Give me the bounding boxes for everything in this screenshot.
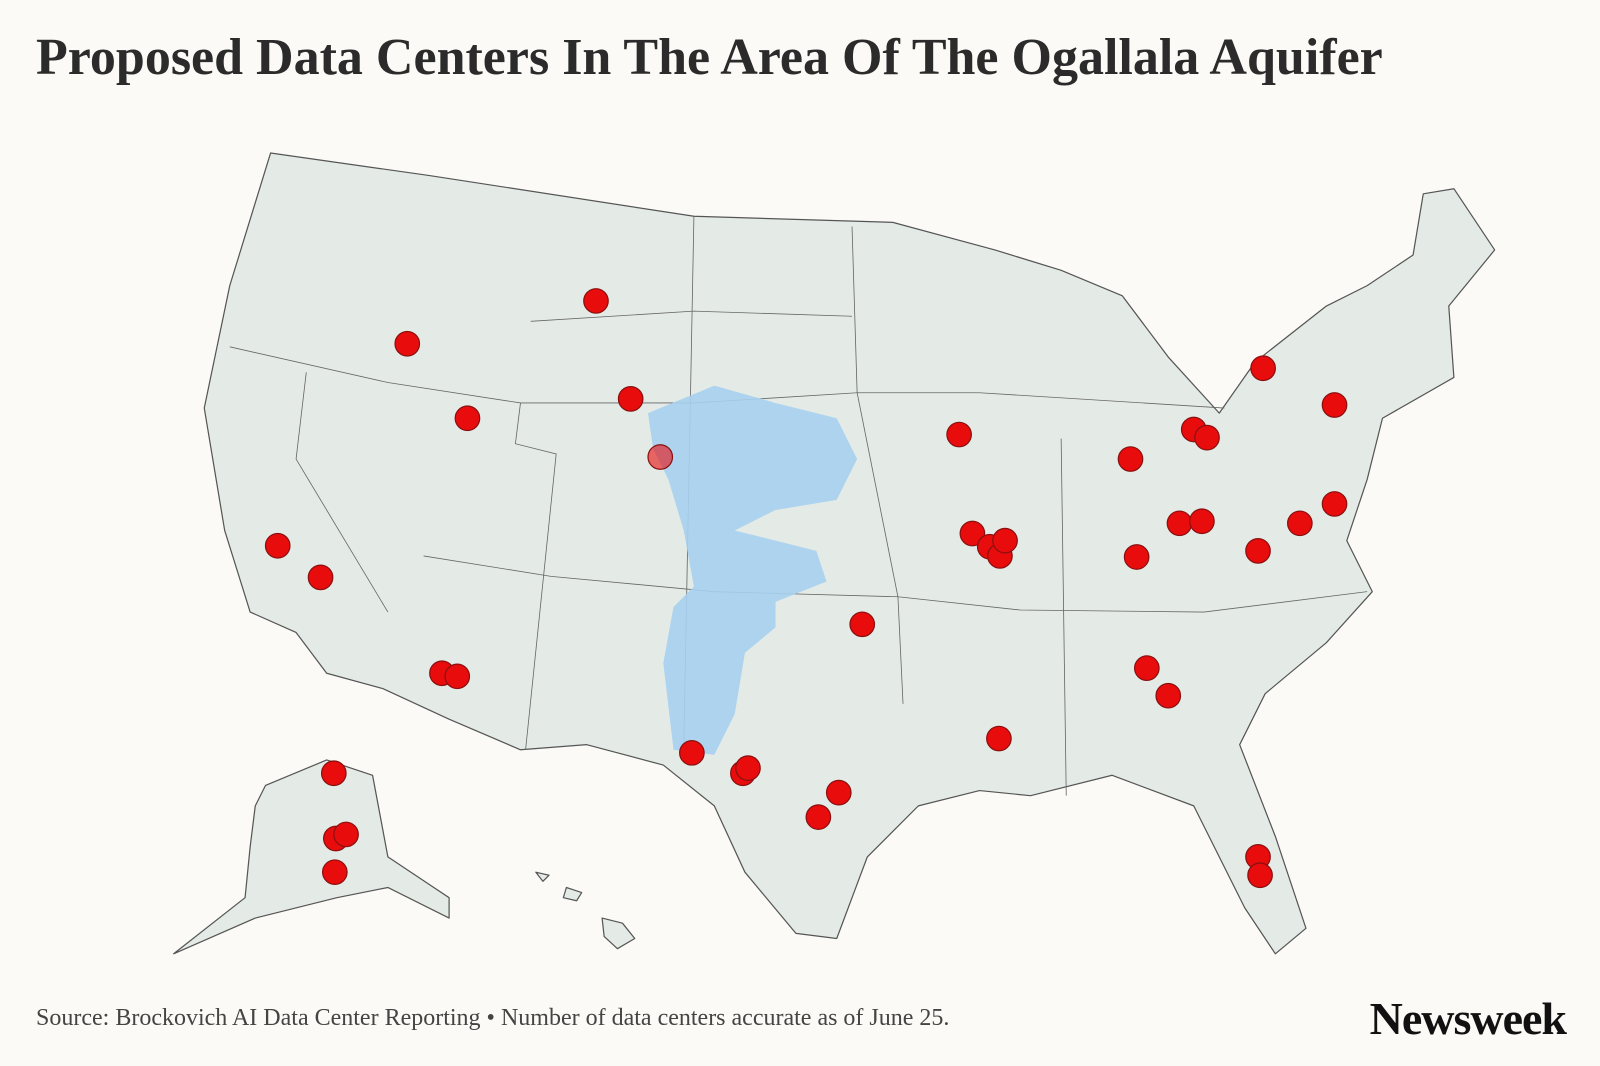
data-center-dot — [992, 527, 1018, 554]
data-center-dot — [454, 405, 481, 432]
data-center-dot — [1166, 510, 1193, 537]
data-center-dot — [647, 444, 674, 470]
data-center-dot — [1321, 491, 1348, 517]
hawaii — [535, 871, 636, 950]
data-center-dot — [321, 859, 348, 886]
data-center-dot — [1250, 355, 1276, 382]
data-center-dot — [1286, 510, 1313, 537]
data-center-dot — [444, 663, 471, 690]
source: Source: Brockovich AI Data Center Report… — [36, 1005, 950, 1031]
data-center-dot — [1321, 392, 1348, 418]
data-center-dot — [1155, 682, 1182, 709]
logo: Newsweek — [1369, 993, 1567, 1044]
data-center-dot — [679, 739, 705, 766]
data-center-dot — [1247, 862, 1273, 889]
state-borders — [229, 216, 1368, 796]
data-center-dot — [333, 821, 359, 848]
data-center-dot — [583, 288, 609, 314]
data-center-dot — [959, 520, 986, 547]
data-center-dot — [849, 611, 876, 638]
data-center-dot — [617, 386, 644, 412]
data-center-dot — [1123, 544, 1150, 570]
data-center-dot — [1133, 655, 1160, 682]
data-center-dot — [264, 532, 291, 559]
aquifer — [648, 385, 858, 755]
data-center-dot — [986, 725, 1012, 752]
data-center-dot — [805, 804, 832, 830]
data-center-dot — [394, 330, 421, 357]
data-center-dot — [1245, 537, 1271, 564]
data-center-dot — [825, 779, 852, 806]
us-outline — [203, 152, 1496, 955]
data-center-dot — [1189, 508, 1215, 535]
title: Proposed Data Centers In The Area Of The… — [36, 29, 1383, 86]
alaska — [173, 759, 450, 955]
data-center-dot — [1117, 446, 1144, 472]
data-center-dot — [320, 760, 347, 787]
data-center-dot — [946, 421, 972, 448]
data-center-dot — [735, 755, 761, 781]
data-center-dot — [307, 564, 334, 591]
data-center-dot — [1194, 424, 1220, 451]
